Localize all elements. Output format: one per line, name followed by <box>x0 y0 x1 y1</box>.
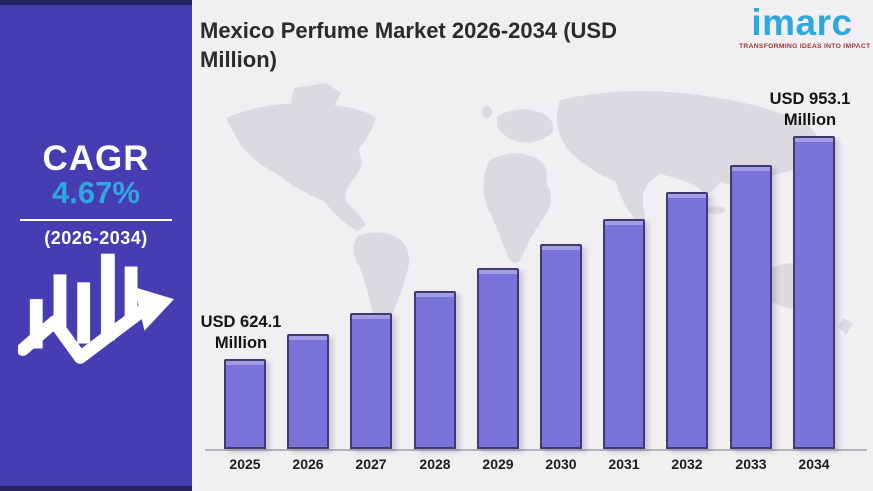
year-label-2030: 2030 <box>545 456 577 472</box>
cagr-value: 4.67% <box>52 175 140 210</box>
value-callout-2025: USD 624.1 Million <box>200 313 282 353</box>
sidebar-bottom-edge <box>0 486 192 491</box>
bar-2028 <box>414 291 456 449</box>
year-label-2034: 2034 <box>798 456 830 472</box>
year-label-2032: 2032 <box>671 456 703 472</box>
bar-2026 <box>287 334 329 449</box>
imarc-logo-wordmark: imarc <box>751 2 853 43</box>
bar-2027 <box>350 313 392 449</box>
sidebar-top-edge <box>0 0 192 5</box>
x-axis-line <box>205 449 867 451</box>
year-label-2028: 2028 <box>419 456 451 472</box>
year-label-2029: 2029 <box>482 456 514 472</box>
trend-chart-icon <box>16 247 176 372</box>
bar-2029 <box>477 268 519 449</box>
year-label-2025: 2025 <box>229 456 261 472</box>
bar-2030 <box>540 244 582 449</box>
bar-2034 <box>793 136 835 449</box>
value-callout-2034: USD 953.1 Million <box>769 90 851 130</box>
cagr-sidebar <box>0 0 192 491</box>
cagr-block: CAGR 4.67% (2026-2034) <box>0 141 192 249</box>
cagr-period: (2026-2034) <box>44 227 148 248</box>
imarc-logo[interactable]: imarc TRANSFORMING IDEAS INTO IMPACT <box>739 2 871 51</box>
year-label-2031: 2031 <box>608 456 640 472</box>
bar-2025 <box>224 359 266 449</box>
bar-2032 <box>666 192 708 449</box>
cagr-label: CAGR <box>42 139 150 178</box>
year-label-2027: 2027 <box>355 456 387 472</box>
year-label-2033: 2033 <box>735 456 767 472</box>
year-label-2026: 2026 <box>292 456 324 472</box>
chart-title: Mexico Perfume Market 2026-2034 (USD Mil… <box>200 18 617 73</box>
imarc-logo-tagline: TRANSFORMING IDEAS INTO IMPACT <box>739 43 871 51</box>
bar-2031 <box>603 219 645 449</box>
bar-2033 <box>730 165 772 449</box>
cagr-divider <box>20 218 172 221</box>
